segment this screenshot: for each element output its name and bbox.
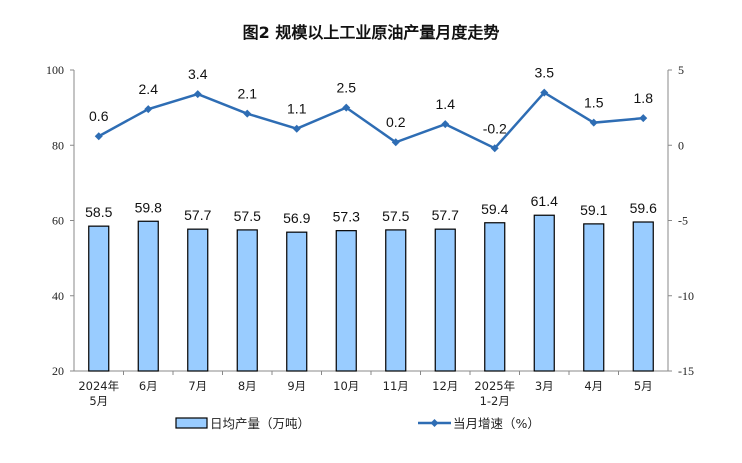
bar [385, 229, 407, 372]
bar-data-label: 58.5 [85, 204, 112, 220]
x-tick-label: 5月 [634, 379, 653, 393]
x-tick-label: 2025年 [474, 379, 515, 393]
bar [632, 221, 654, 372]
bar [484, 222, 506, 372]
line-data-label: 1.4 [436, 96, 456, 112]
line-data-label: 2.5 [337, 80, 357, 96]
bar [335, 230, 357, 372]
line-data-label: 3.4 [188, 66, 208, 82]
right-tick-label: -10 [678, 289, 694, 303]
bar-data-label: 57.3 [333, 209, 360, 225]
line-data-label: 0.2 [386, 114, 406, 130]
bar [88, 225, 110, 372]
line-marker [144, 105, 153, 114]
line-marker [589, 118, 598, 127]
legend-bar-swatch [175, 417, 208, 429]
x-tick-label: 12月 [432, 379, 458, 393]
right-tick-label: -15 [678, 364, 694, 378]
x-tick-label: 5月 [89, 394, 108, 408]
left-tick-label: 20 [52, 364, 64, 378]
bar [434, 228, 456, 372]
line-marker [540, 88, 549, 97]
x-tick-label: 1-2月 [480, 394, 510, 408]
left-tick-label: 40 [52, 289, 64, 303]
x-tick-label: 11月 [383, 379, 409, 393]
right-tick-label: -5 [678, 214, 688, 228]
left-tick-label: 100 [46, 63, 64, 77]
x-tick-label: 7月 [188, 379, 207, 393]
bar-data-label: 59.1 [580, 202, 607, 218]
bar-data-label: 59.8 [135, 199, 162, 215]
left-tick-label: 60 [52, 214, 64, 228]
line-data-label: 2.1 [238, 86, 258, 102]
line-marker [193, 90, 202, 99]
legend-bar-label: 日均产量（万吨） [210, 416, 310, 431]
line-data-label: 1.1 [287, 101, 307, 117]
line-marker [94, 132, 103, 141]
bar-data-label: 59.6 [630, 200, 657, 216]
bar-data-label: 59.4 [481, 201, 508, 217]
line-marker [391, 138, 400, 147]
bar-data-label: 57.7 [184, 207, 211, 223]
line-marker [243, 109, 252, 118]
legend-line-label: 当月增速（%） [453, 416, 540, 431]
right-tick-label: 5 [678, 63, 684, 77]
line-data-label: -0.2 [483, 120, 507, 136]
chart-title: 图2 规模以上工业原油产量月度走势 [243, 23, 500, 42]
growth-line [98, 90, 644, 150]
x-tick-label: 8月 [238, 379, 257, 393]
bar [137, 220, 159, 372]
bar [236, 229, 258, 372]
bar [286, 231, 308, 372]
x-tick-label: 3月 [535, 379, 554, 393]
line-data-label: 1.8 [634, 90, 654, 106]
line-data-label: 0.6 [89, 108, 109, 124]
bar-data-label: 57.7 [432, 207, 459, 223]
x-tick-label: 9月 [287, 379, 306, 393]
bar-data-label: 56.9 [283, 210, 310, 226]
right-tick-label: 0 [678, 138, 684, 152]
x-tick-label: 4月 [584, 379, 603, 393]
bar-data-label: 57.5 [382, 208, 409, 224]
line-marker [342, 103, 351, 112]
bar-data-label: 61.4 [531, 193, 558, 209]
bar-data-label: 57.5 [234, 208, 261, 224]
bar [187, 228, 209, 372]
bar [533, 214, 555, 372]
line-data-label: 1.5 [584, 95, 604, 111]
left-tick-label: 80 [52, 138, 64, 152]
line-marker [639, 114, 648, 123]
x-tick-label: 6月 [139, 379, 158, 393]
line-data-label: 3.5 [535, 65, 555, 81]
line-marker [292, 124, 301, 133]
x-tick-label: 2024年 [78, 379, 119, 393]
line-marker [490, 144, 499, 153]
line-data-label: 2.4 [139, 81, 159, 97]
line-marker [441, 120, 450, 129]
legend-line-marker [430, 419, 439, 427]
x-tick-label: 10月 [333, 379, 359, 393]
bar [583, 223, 605, 372]
